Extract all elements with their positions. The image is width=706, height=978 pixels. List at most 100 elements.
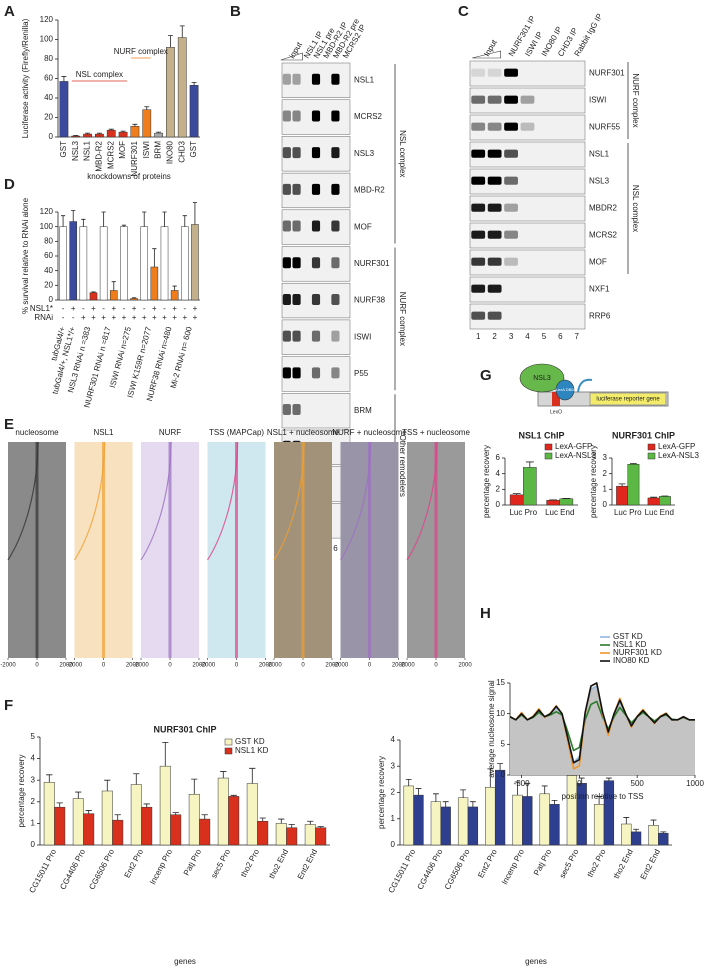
lane-number: 4 <box>525 332 530 341</box>
y-tick-label: 80 <box>44 54 53 63</box>
error-bar <box>487 768 494 788</box>
y-axis-label: average nucleosome signal <box>487 680 496 778</box>
y-tick-label: 120 <box>40 15 54 24</box>
blot-band <box>282 404 291 416</box>
x-tick-label: GST <box>59 141 68 158</box>
blot-band <box>292 73 301 85</box>
heatmap-title: NURF + nucleosome <box>332 428 407 437</box>
x-axis-label: knockdowns of proteins <box>87 172 171 181</box>
error-bar <box>75 791 82 799</box>
y-tick-label: 2 <box>31 797 36 806</box>
error-bar <box>432 793 439 802</box>
blot-band <box>487 311 502 320</box>
bar <box>315 827 327 846</box>
error-bar <box>120 130 126 133</box>
nsl3-protein <box>519 363 565 393</box>
bar <box>627 464 640 506</box>
blot-strip <box>469 222 586 249</box>
bar <box>177 37 187 138</box>
error-bar <box>220 771 227 779</box>
error-bar <box>152 248 157 267</box>
y-tick-label: 2 <box>603 469 608 478</box>
error-bar <box>442 801 449 807</box>
sign: - <box>102 304 105 313</box>
x-tick-label: Ent2 End <box>296 848 319 881</box>
legend-label: LexA-NSL3 <box>555 451 596 460</box>
bar <box>99 226 108 301</box>
bar <box>130 784 142 846</box>
x-tick-label: -2000 <box>266 663 282 669</box>
input-wedge <box>472 50 501 59</box>
sign: - <box>183 304 186 313</box>
x-tick-label: Luc End <box>645 508 674 517</box>
blot-band <box>331 257 340 269</box>
bar <box>539 793 550 846</box>
sign: + <box>193 313 198 322</box>
y-tick-label: 100 <box>40 222 54 231</box>
blot-band <box>311 110 321 122</box>
error-bar <box>46 774 53 783</box>
panel-letter: H <box>480 605 491 622</box>
sign: + <box>71 304 76 313</box>
error-bar <box>144 106 150 110</box>
panel-letter: E <box>4 416 14 433</box>
row-label: RRP6 <box>589 312 611 321</box>
bar <box>457 797 469 846</box>
x-tick-label: 500 <box>631 779 645 788</box>
y-tick-label: 3 <box>603 453 608 462</box>
x-axis-label: genes <box>174 957 196 966</box>
blot-band <box>292 330 301 342</box>
bar <box>621 823 632 846</box>
blot-band <box>292 220 301 232</box>
row-label: NXF1 <box>589 285 610 294</box>
x-tick-label: 0 <box>368 663 372 669</box>
error-bar <box>167 35 173 48</box>
error-bar <box>633 828 640 832</box>
y-tick-label: 4 <box>496 469 501 478</box>
sign: + <box>152 313 157 322</box>
blot-band <box>282 220 291 232</box>
sign: - <box>163 304 166 313</box>
panel-letter: F <box>4 697 13 714</box>
blot-band <box>504 68 518 77</box>
blot-band <box>311 183 321 195</box>
blot-band <box>471 203 486 212</box>
x-tick-label: 2000 <box>325 663 339 669</box>
sign: - <box>72 313 75 322</box>
blot-band <box>331 147 340 159</box>
error-bar <box>541 785 548 794</box>
bar <box>120 226 128 301</box>
blot-band <box>471 284 486 293</box>
x-tick-label: NSL3 <box>71 140 80 161</box>
error-bar <box>630 463 637 465</box>
x-tick-label: GST <box>189 141 198 158</box>
blot-band <box>311 330 321 342</box>
blot-band <box>471 68 486 77</box>
blot-band <box>504 176 518 185</box>
panel-letter: A <box>4 3 15 20</box>
y-tick-label: 4 <box>31 754 36 763</box>
heatmap-title: nucleosome <box>15 428 59 437</box>
error-bar <box>85 810 92 814</box>
error-bar <box>85 132 91 135</box>
blot-band <box>504 257 518 266</box>
heatmap-title: TSS + nucleosome <box>402 428 470 437</box>
x-tick-label: 0 <box>301 663 305 669</box>
bar <box>648 825 659 846</box>
legend-swatch <box>224 747 233 755</box>
x-tick-label: 0 <box>168 663 172 669</box>
bar <box>170 814 182 846</box>
row-label: NURF55 <box>589 123 621 132</box>
bar <box>467 806 479 846</box>
input-wedge <box>280 52 303 61</box>
bar <box>180 226 189 301</box>
bar <box>160 226 169 301</box>
blot-band <box>504 203 518 212</box>
bar <box>440 806 451 846</box>
y-tick-label: 0 <box>391 840 396 849</box>
blot-band <box>292 404 301 416</box>
x-tick-label: Luc End <box>545 508 574 517</box>
y-tick-label: 2 <box>391 788 396 797</box>
legend-label: INO80 KD <box>613 656 650 665</box>
x-tick-label: 0 <box>577 779 582 788</box>
